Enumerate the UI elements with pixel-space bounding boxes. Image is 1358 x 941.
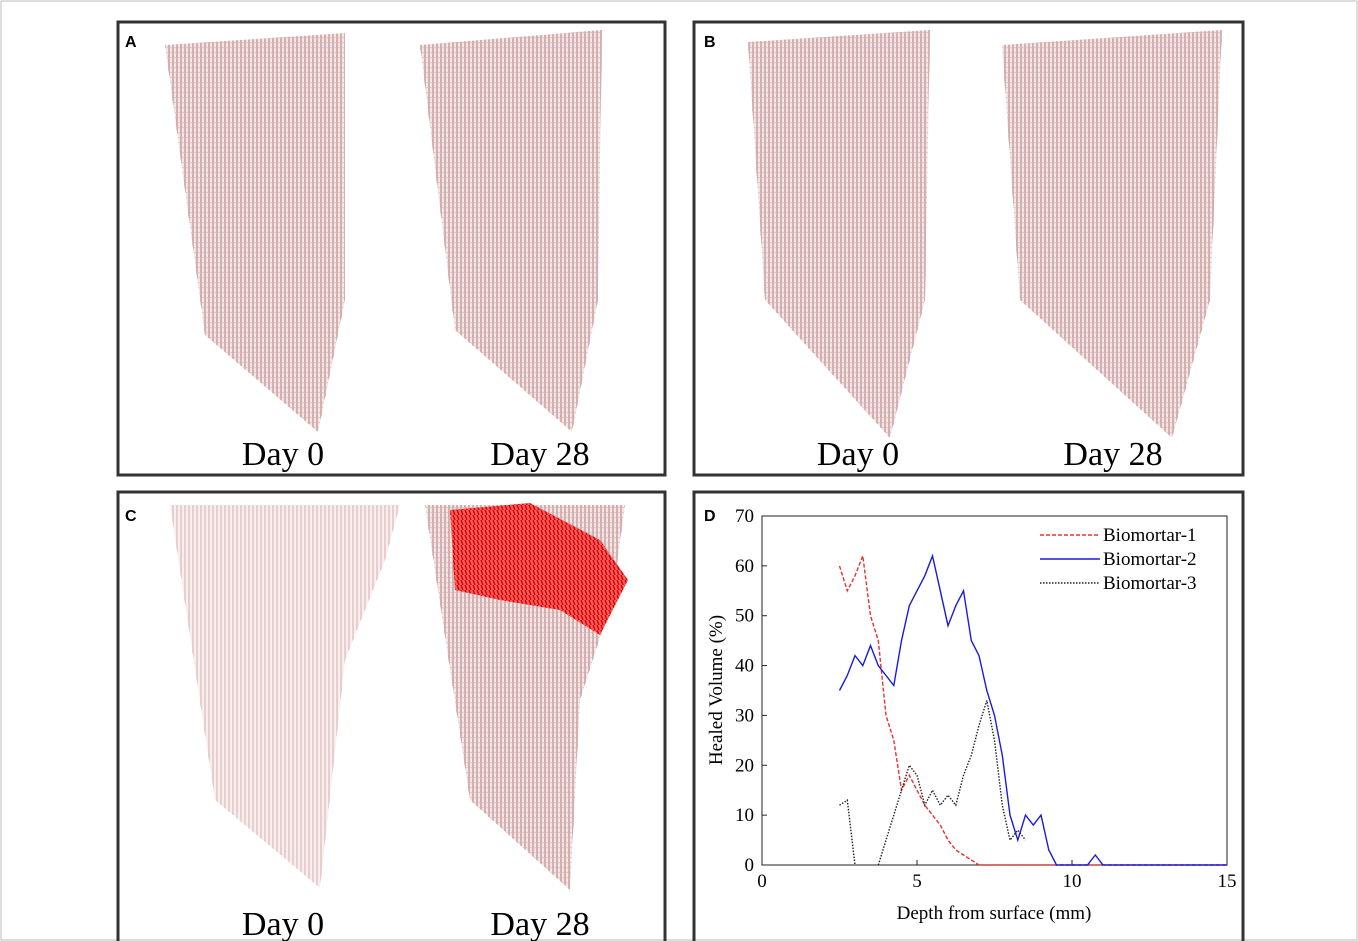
y-tick-label: 70 xyxy=(735,506,754,527)
x-tick-label: 5 xyxy=(912,871,922,892)
series-line xyxy=(838,555,1227,866)
healed-region xyxy=(450,503,628,635)
series-line xyxy=(839,700,1027,866)
y-tick-label: 0 xyxy=(745,855,755,876)
legend-label: Biomortar-3 xyxy=(1103,573,1197,594)
scan-image xyxy=(170,505,400,888)
panel-frame xyxy=(116,490,667,941)
scan-image xyxy=(1002,30,1222,438)
y-tick-label: 20 xyxy=(735,755,754,776)
caption: Day 28 xyxy=(490,436,589,473)
scan-image xyxy=(748,30,930,438)
panel-frame xyxy=(116,20,667,477)
panel-label: D xyxy=(704,508,716,525)
y-tick-label: 30 xyxy=(735,705,754,726)
y-tick-label: 60 xyxy=(735,556,754,577)
x-tick-label: 15 xyxy=(1218,871,1237,892)
scan-image xyxy=(165,33,345,432)
y-tick-label: 50 xyxy=(735,606,754,627)
y-tick-label: 10 xyxy=(735,805,754,826)
caption: Day 0 xyxy=(817,436,899,473)
caption: Day 28 xyxy=(1063,436,1162,473)
caption: Day 0 xyxy=(242,436,324,473)
x-axis-label: Depth from surface (mm) xyxy=(897,903,1092,924)
caption: Day 28 xyxy=(490,906,589,941)
panel-frame xyxy=(692,20,1245,477)
panel-label: B xyxy=(704,34,716,51)
y-tick-label: 40 xyxy=(735,656,754,677)
x-tick-label: 10 xyxy=(1063,871,1082,892)
panel-label: A xyxy=(125,34,137,51)
panel-frame xyxy=(692,490,1245,941)
scan-image xyxy=(420,30,602,432)
x-tick-label: 0 xyxy=(757,871,767,892)
series-line xyxy=(838,553,1227,866)
legend-label: Biomortar-2 xyxy=(1103,549,1197,570)
legend-label: Biomortar-1 xyxy=(1103,525,1197,546)
panel-label: C xyxy=(125,508,137,525)
y-axis-label: Healed Volume (%) xyxy=(706,615,727,765)
caption: Day 0 xyxy=(242,906,324,941)
